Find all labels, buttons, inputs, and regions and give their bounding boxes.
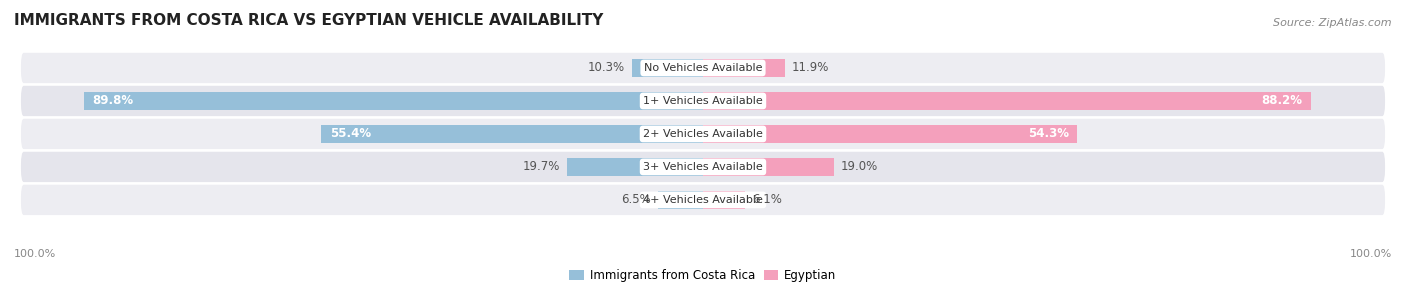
Text: 2+ Vehicles Available: 2+ Vehicles Available bbox=[643, 129, 763, 139]
Bar bbox=[567, 158, 703, 176]
Text: IMMIGRANTS FROM COSTA RICA VS EGYPTIAN VEHICLE AVAILABILITY: IMMIGRANTS FROM COSTA RICA VS EGYPTIAN V… bbox=[14, 13, 603, 28]
Bar bbox=[84, 92, 703, 110]
FancyBboxPatch shape bbox=[21, 119, 1385, 149]
Text: No Vehicles Available: No Vehicles Available bbox=[644, 63, 762, 73]
FancyBboxPatch shape bbox=[21, 53, 1385, 83]
Text: 11.9%: 11.9% bbox=[792, 61, 830, 74]
Text: 88.2%: 88.2% bbox=[1261, 94, 1302, 108]
FancyBboxPatch shape bbox=[21, 185, 1385, 215]
Legend: Immigrants from Costa Rica, Egyptian: Immigrants from Costa Rica, Egyptian bbox=[565, 265, 841, 286]
Text: 6.5%: 6.5% bbox=[621, 193, 651, 206]
Text: 55.4%: 55.4% bbox=[329, 128, 371, 140]
FancyBboxPatch shape bbox=[21, 152, 1385, 182]
Text: 89.8%: 89.8% bbox=[93, 94, 134, 108]
Text: 19.7%: 19.7% bbox=[523, 160, 561, 173]
Bar bbox=[322, 125, 703, 143]
Text: 6.1%: 6.1% bbox=[752, 193, 782, 206]
Text: 54.3%: 54.3% bbox=[1028, 128, 1069, 140]
Bar bbox=[658, 191, 703, 209]
Bar bbox=[703, 158, 834, 176]
Bar bbox=[703, 92, 1310, 110]
Bar bbox=[703, 59, 785, 77]
Text: 3+ Vehicles Available: 3+ Vehicles Available bbox=[643, 162, 763, 172]
Text: 100.0%: 100.0% bbox=[14, 249, 56, 259]
Bar bbox=[633, 59, 703, 77]
Text: 1+ Vehicles Available: 1+ Vehicles Available bbox=[643, 96, 763, 106]
Text: 100.0%: 100.0% bbox=[1350, 249, 1392, 259]
FancyBboxPatch shape bbox=[21, 86, 1385, 116]
Text: Source: ZipAtlas.com: Source: ZipAtlas.com bbox=[1274, 18, 1392, 28]
Text: 10.3%: 10.3% bbox=[588, 61, 626, 74]
Text: 19.0%: 19.0% bbox=[841, 160, 877, 173]
Text: 4+ Vehicles Available: 4+ Vehicles Available bbox=[643, 195, 763, 205]
Bar bbox=[703, 191, 745, 209]
Bar bbox=[703, 125, 1077, 143]
